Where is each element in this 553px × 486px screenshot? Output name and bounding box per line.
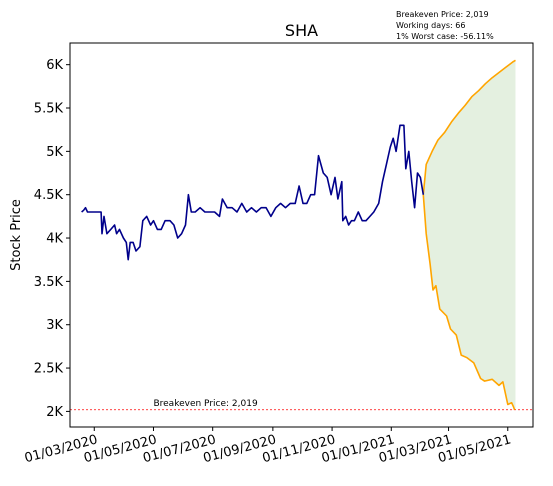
y-axis-label: Stock Price <box>9 199 24 271</box>
projection-band-layer <box>423 60 516 410</box>
y-tick-label: 2K <box>46 405 63 420</box>
info-line: Working days: 66 <box>396 21 465 30</box>
history-price-line <box>81 124 425 261</box>
y-axis: 2K 2.5K 3K 3.5K 4K 4.5K 5K 5.5K 6K <box>34 58 70 420</box>
y-tick-label: 4.5K <box>34 188 64 203</box>
y-tick-label: 5K <box>46 145 63 160</box>
y-tick-label: 4K <box>46 232 63 247</box>
y-tick-label: 2.5K <box>34 362 64 377</box>
series-layer <box>70 59 533 411</box>
y-tick-label: 3.5K <box>34 275 64 290</box>
projection-band <box>423 60 516 410</box>
projection-lower-line <box>422 194 516 411</box>
y-tick-label: 3K <box>46 318 63 333</box>
y-tick-label: 6K <box>46 58 63 73</box>
breakeven-label: Breakeven Price: 2,019 <box>153 399 257 409</box>
plot-area-frame <box>69 42 534 428</box>
info-line: 1% Worst case: -56.11% <box>396 32 494 41</box>
info-annotation: Breakeven Price: 2,019 Working days: 66 1%… <box>396 10 494 41</box>
projection-upper-line <box>422 59 516 195</box>
chart-title: SHA <box>285 21 318 40</box>
info-line: Breakeven Price: 2,019 <box>396 10 489 19</box>
x-axis: 01/03/202001/05/202001/07/202001/09/2020… <box>23 427 513 466</box>
y-tick-label: 5.5K <box>34 102 64 117</box>
